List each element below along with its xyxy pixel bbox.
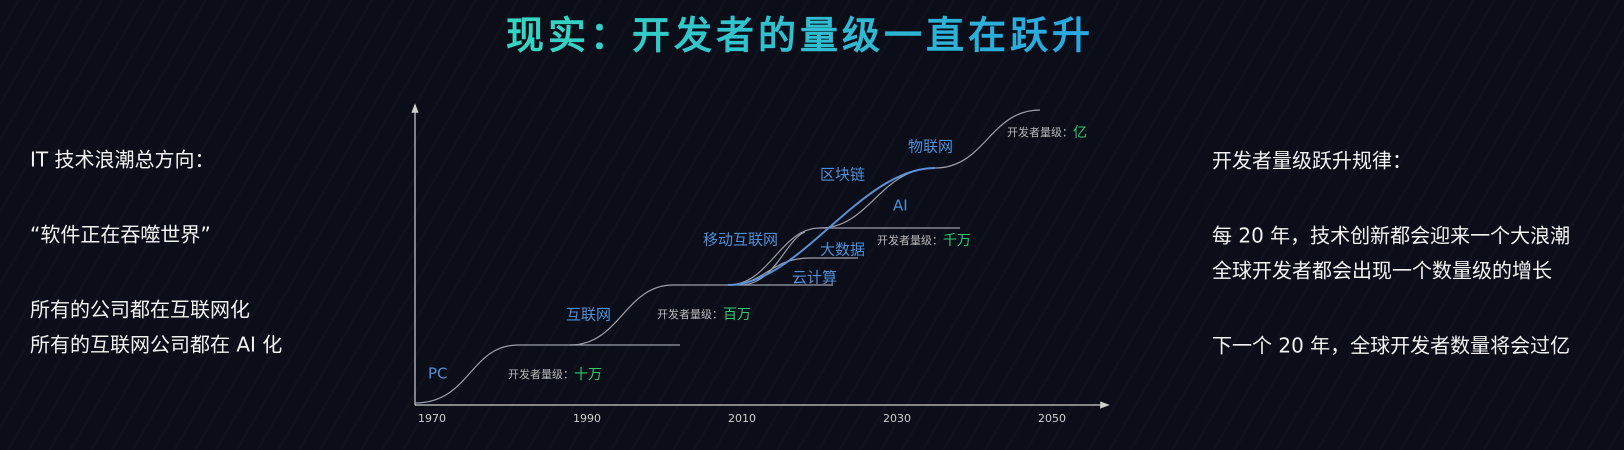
wave-label: 移动互联网 (703, 231, 778, 249)
left-text: 所有的公司都在互联网化 (30, 298, 250, 322)
level-label: 开发者量级：千万 (877, 233, 971, 249)
curve (727, 167, 936, 286)
year-label: 1990 (573, 412, 601, 425)
curve (414, 344, 680, 404)
level-prefix: 开发者量级： (1007, 125, 1073, 139)
left-text: IT 技术浪潮总方向： (30, 148, 214, 172)
wave-label: AI (893, 197, 908, 215)
wave-label: 区块链 (820, 166, 865, 184)
level-label: 开发者量级：百万 (657, 307, 751, 323)
level-value: 十万 (574, 367, 602, 383)
wave-label: 云计算 (792, 269, 837, 287)
curve (727, 227, 960, 286)
title: 现实：开发者的量级一直在跃升 (506, 14, 1094, 58)
level-value: 千万 (943, 233, 971, 249)
level-label: 开发者量级：十万 (508, 367, 602, 383)
wave-label: 物联网 (908, 138, 953, 156)
level-prefix: 开发者量级： (508, 367, 574, 381)
diagram: 1970 1990 2010 2030 2050 PC 互联网 云计算 大数据 … (411, 103, 1110, 425)
wave-label: 互联网 (566, 306, 611, 324)
curve (569, 284, 833, 346)
year-label: 2010 (728, 412, 756, 425)
level-prefix: 开发者量级： (657, 307, 723, 321)
right-text: 开发者量级跃升规律： (1212, 149, 1412, 173)
level-prefix: 开发者量级： (877, 233, 943, 247)
year-label: 2030 (883, 412, 911, 425)
year-label: 2050 (1038, 412, 1066, 425)
level-value: 百万 (723, 307, 751, 323)
year-label: 1970 (418, 412, 446, 425)
curve (934, 109, 1041, 169)
curve (739, 231, 806, 286)
right-text: 每 20 年，技术创新都会迎来一个大浪潮 (1212, 224, 1570, 248)
wave-label: PC (428, 365, 448, 383)
level-value: 亿 (1073, 125, 1087, 141)
right-text: 全球开发者都会出现一个数量级的增长 (1212, 259, 1552, 283)
level-label: 开发者量级：亿 (1007, 125, 1087, 141)
right-text: 下一个 20 年，全球开发者数量将会过亿 (1212, 334, 1570, 358)
wave-label: 大数据 (820, 241, 865, 259)
left-text: “软件正在吞噬世界” (30, 223, 211, 247)
left-text: 所有的互联网公司都在 AI 化 (30, 333, 282, 357)
